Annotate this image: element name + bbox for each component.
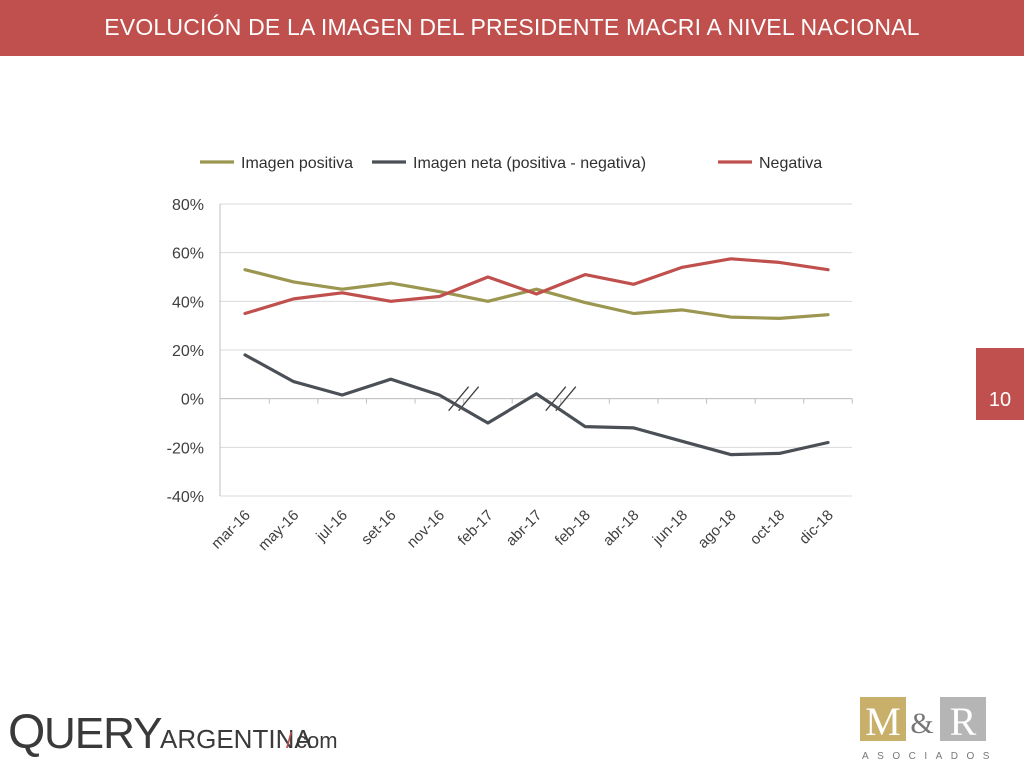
mr-asociados-logo: M & R ASOCIADOS	[860, 697, 998, 762]
logo-amp: &	[910, 707, 933, 740]
logo-uery-text: UERY	[44, 709, 162, 758]
axis-break-mark	[555, 386, 577, 412]
x-tick-label: nov-16	[404, 507, 448, 551]
y-tick-label: 40%	[172, 294, 204, 311]
logo-argentina-text: ARGENTINA	[160, 724, 312, 754]
x-tick-label: oct-18	[747, 507, 789, 549]
y-tick-label: 0%	[181, 392, 204, 409]
y-tick-label: -40%	[167, 489, 204, 506]
logo-r-box	[940, 697, 986, 741]
query-argentina-logo: Q UERY ARGENTINA / com	[8, 706, 338, 759]
x-tick-label: feb-18	[552, 507, 594, 549]
x-tick-label: dic-18	[796, 507, 837, 548]
logo-asociados-text: ASOCIADOS	[862, 751, 998, 762]
x-tick-label: abr-17	[503, 507, 546, 550]
y-tick-label: 60%	[172, 246, 204, 263]
logo-slash: /	[286, 728, 293, 753]
y-tick-label: 20%	[172, 343, 204, 360]
x-tick-label: feb-17	[455, 507, 497, 549]
logo-r-letter: R	[950, 699, 977, 744]
legend-label: Imagen neta (positiva - negativa)	[413, 155, 646, 172]
title-bar	[0, 0, 1024, 56]
y-tick-label: -20%	[167, 440, 204, 457]
line-chart: -40% -20% 0% 20% 40% 60% 80% mar-16 may-16 jul-16…	[167, 155, 853, 554]
page-title: EVOLUCIÓN DE LA IMAGEN DEL PRESIDENTE MA…	[104, 14, 920, 40]
y-tick-label: 80%	[172, 197, 204, 214]
x-tick-label: jun-18	[649, 507, 691, 549]
x-tick-label: mar-16	[208, 507, 254, 553]
page-number: 10	[988, 389, 1012, 411]
x-tick-label: abr-18	[600, 507, 643, 550]
x-tick-label: jul-16	[312, 507, 351, 546]
x-tick-label: ago-18	[695, 507, 740, 552]
logo-q-letter: Q	[8, 706, 45, 759]
logo-m-letter: M	[865, 699, 901, 744]
series-line-1	[243, 268, 830, 320]
axis-break-mark	[448, 386, 470, 412]
page-number-badge	[976, 348, 1024, 420]
logo-m-box	[860, 697, 906, 741]
series-line-2	[243, 353, 830, 457]
axis-break-mark	[545, 386, 567, 412]
legend-label: Negativa	[759, 155, 822, 172]
series-line-3	[243, 257, 830, 316]
logo-com-text: com	[296, 728, 338, 753]
legend-label: Imagen positiva	[241, 155, 353, 172]
x-tick-label: set-16	[358, 507, 400, 549]
x-tick-label: may-16	[255, 507, 302, 554]
